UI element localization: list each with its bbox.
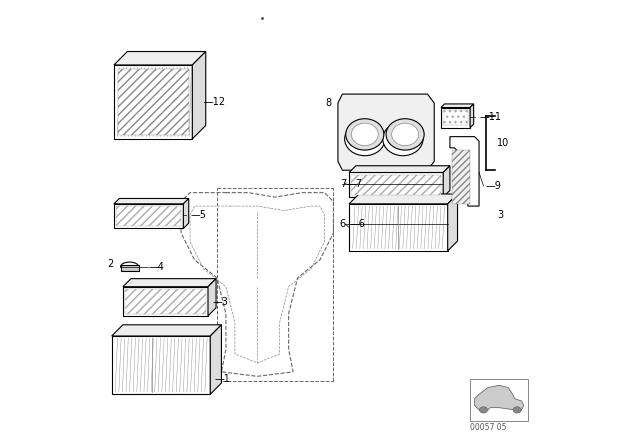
Ellipse shape [383,122,423,156]
Text: —7: —7 [347,179,363,189]
Polygon shape [349,166,450,172]
Polygon shape [448,194,458,251]
Polygon shape [192,52,206,139]
Polygon shape [123,287,208,316]
Text: —11: —11 [479,112,501,122]
Text: —3: —3 [212,297,228,307]
Text: —12: —12 [204,97,226,107]
Ellipse shape [386,119,424,150]
Polygon shape [184,198,189,228]
Polygon shape [114,65,192,139]
Text: —1: —1 [215,374,230,383]
FancyBboxPatch shape [351,175,441,195]
Polygon shape [112,325,221,336]
Polygon shape [210,325,221,394]
Ellipse shape [513,407,521,413]
Text: 10: 10 [497,138,509,148]
FancyBboxPatch shape [443,110,468,125]
FancyBboxPatch shape [118,69,189,135]
Polygon shape [443,166,450,197]
Ellipse shape [346,119,384,150]
Ellipse shape [345,122,385,156]
Text: 6: 6 [340,219,346,229]
Polygon shape [349,204,448,251]
Polygon shape [475,385,524,410]
Polygon shape [208,279,216,316]
Polygon shape [470,104,474,128]
FancyBboxPatch shape [125,289,206,314]
Ellipse shape [392,123,419,146]
FancyBboxPatch shape [470,379,529,421]
Text: 7: 7 [340,179,346,189]
Polygon shape [114,198,189,204]
Text: 8: 8 [325,98,332,108]
Polygon shape [349,194,458,204]
FancyBboxPatch shape [116,206,181,226]
Ellipse shape [121,262,139,271]
Polygon shape [112,336,210,394]
Polygon shape [338,94,435,170]
Polygon shape [441,108,470,128]
Text: 3: 3 [497,210,503,220]
Text: 2: 2 [108,259,114,269]
Text: 00057 05: 00057 05 [470,423,507,432]
Polygon shape [121,265,139,271]
Polygon shape [123,279,216,287]
Polygon shape [114,52,206,65]
Text: —4: —4 [148,263,164,272]
Polygon shape [441,104,474,108]
Text: —6: —6 [349,219,365,229]
Text: —9: —9 [486,181,502,191]
Polygon shape [114,204,184,228]
Polygon shape [349,172,443,197]
Ellipse shape [479,407,488,413]
Polygon shape [450,137,479,206]
Ellipse shape [351,123,378,146]
FancyBboxPatch shape [452,150,470,204]
Text: —5: —5 [190,210,206,220]
